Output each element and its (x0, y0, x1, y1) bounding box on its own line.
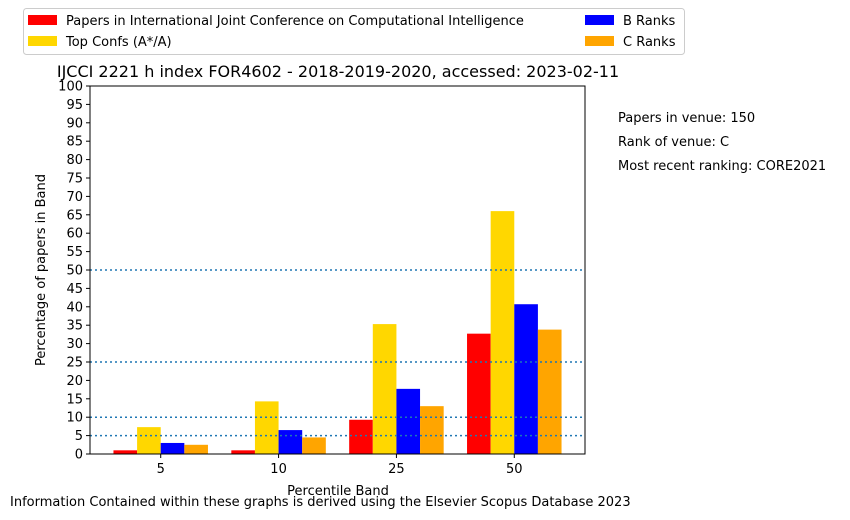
y-tick-label-10: 10 (66, 411, 83, 426)
x-tick-label-5: 5 (157, 462, 165, 477)
y-tick-label-25: 25 (66, 356, 83, 371)
bar-1-50 (467, 333, 491, 454)
x-tick-label-25: 25 (388, 462, 405, 477)
y-tick-label-0: 0 (75, 448, 83, 463)
y-tick-label-80: 80 (66, 153, 83, 168)
y-tick-label-85: 85 (66, 135, 83, 150)
y-tick-label-5: 5 (75, 429, 83, 444)
y-tick-label-65: 65 (66, 208, 83, 223)
x-tick-label-50: 50 (506, 462, 523, 477)
legend-swatch-4 (585, 36, 614, 46)
bar-4-25 (420, 406, 444, 454)
bar-3-50 (514, 304, 538, 454)
y-tick-label-50: 50 (66, 264, 83, 279)
legend-swatch-1 (28, 15, 57, 25)
y-tick-label-15: 15 (66, 392, 83, 407)
bar-2-25 (372, 324, 397, 454)
bar-1-10 (231, 450, 255, 454)
bar-4-50 (537, 329, 562, 454)
bar-1-25 (349, 419, 373, 454)
x-axis-label: Percentile Band (287, 484, 389, 499)
bar-3-10 (278, 430, 303, 454)
x-tick-label-10: 10 (270, 462, 287, 477)
source-footnote: Information Contained within these graph… (10, 495, 631, 510)
y-tick-label-40: 40 (66, 300, 83, 315)
bar-3-5 (160, 442, 185, 454)
bar-3-25 (396, 388, 421, 454)
legend-label-2: Top Confs (A*/A) (65, 35, 172, 50)
y-tick-label-30: 30 (66, 337, 83, 352)
bar-4-5 (184, 444, 208, 454)
bar-2-50 (490, 211, 515, 454)
y-tick-label-20: 20 (66, 374, 83, 389)
bar-4-10 (302, 437, 326, 454)
legend-swatch-2 (28, 36, 57, 46)
bar-2-10 (254, 401, 279, 454)
y-tick-label-45: 45 (66, 282, 83, 297)
y-tick-label-100: 100 (58, 80, 83, 95)
y-tick-label-55: 55 (66, 245, 83, 260)
y-tick-label-70: 70 (66, 190, 83, 205)
y-tick-label-35: 35 (66, 319, 83, 334)
legend-swatch-3 (585, 15, 614, 25)
legend: Papers in International Joint Conference… (23, 8, 685, 55)
plot-area: 0 5 10 15 20 25 30 35 40 45 50 55 60 65 70 75 80 85 90 95 10… (58, 80, 586, 477)
y-axis-label: Percentage of papers in Band (34, 174, 49, 366)
venue-rank: Rank of venue: C (618, 135, 730, 150)
legend-frame (23, 8, 685, 55)
legend-label-4: C Ranks (623, 35, 676, 50)
legend-label-3: B Ranks (623, 14, 676, 29)
legend-label-1: Papers in International Joint Conference… (66, 14, 524, 29)
y-tick-label-75: 75 (66, 172, 83, 187)
bar-2-5 (137, 427, 161, 454)
y-tick-label-90: 90 (66, 116, 83, 131)
chart-title: IJCCI 2221 h index FOR4602 - 2018-2019-2… (57, 62, 619, 81)
venue-papers-count: Papers in venue: 150 (618, 111, 756, 126)
venue-recent-ranking: Most recent ranking: CORE2021 (618, 159, 827, 174)
bar-1-5 (113, 450, 138, 454)
y-tick-label-60: 60 (66, 227, 83, 242)
y-tick-label-95: 95 (66, 98, 83, 113)
